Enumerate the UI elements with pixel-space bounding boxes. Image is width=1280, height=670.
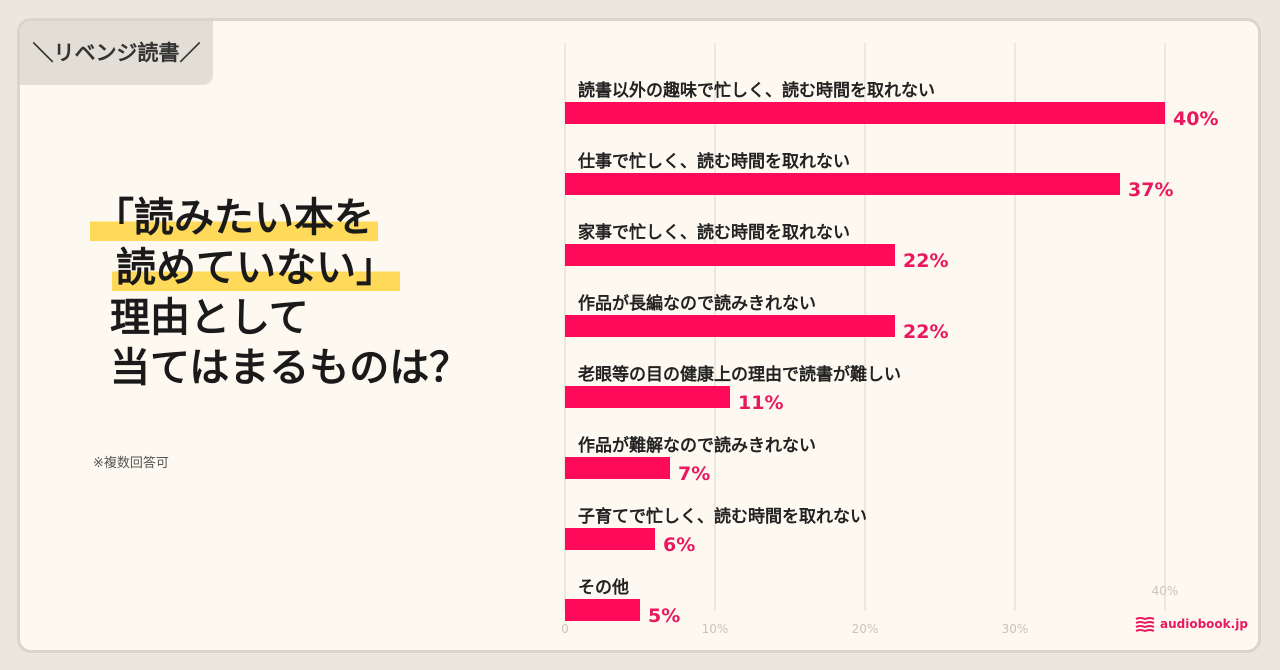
- value-label: 5%: [648, 605, 680, 627]
- brand-logo: audiobook.jp: [1135, 616, 1248, 632]
- bar: [565, 528, 655, 550]
- bar: [565, 315, 895, 337]
- category-label: 老眼等の目の健康上の理由で読書が難しい: [577, 364, 901, 385]
- book-stack-icon: [1135, 617, 1155, 632]
- question-line-3: 理由として: [110, 295, 309, 341]
- multiple-answer-note: ※複数回答可: [93, 456, 169, 471]
- value-label: 40%: [1173, 108, 1218, 130]
- value-label: 22%: [903, 250, 948, 272]
- brand-name: audiobook.jp: [1160, 617, 1248, 631]
- x-tick-label: 40%: [1152, 584, 1179, 598]
- value-label: 22%: [903, 321, 948, 343]
- bar: [565, 102, 1165, 124]
- bar-chart: 0 10% 20% 30% 40% 読書以外の趣味で忙しく、読む時間を取れない 40% 仕事で…: [561, 43, 1218, 636]
- question-line-4: 当てはまるものは？: [110, 345, 470, 391]
- value-label: 6%: [663, 534, 695, 556]
- x-tick-label: 20%: [852, 622, 879, 636]
- category-label: 作品が長編なので読みきれない: [578, 293, 816, 314]
- value-label: 7%: [678, 463, 710, 485]
- category-label: 子育てで忙しく、読む時間を取れない: [578, 506, 867, 527]
- chart-card: ＼リベンジ読書／ 「読みたい本を 読めていない」 理由として 当てはまるものは？…: [17, 18, 1261, 653]
- question-line-2: 読めていない」: [90, 243, 469, 293]
- x-tick-label: 10%: [702, 622, 729, 636]
- category-label: その他: [578, 577, 629, 598]
- value-label: 37%: [1128, 179, 1173, 201]
- bar: [565, 457, 670, 479]
- bar: [565, 173, 1120, 195]
- value-label: 11%: [738, 392, 783, 414]
- category-label: 読書以外の趣味で忙しく、読む時間を取れない: [578, 80, 935, 101]
- bar: [565, 386, 730, 408]
- category-label: 家事で忙しく、読む時間を取れない: [578, 222, 850, 243]
- category-label: 仕事で忙しく、読む時間を取れない: [577, 151, 850, 172]
- bar: [565, 599, 640, 621]
- question-line-1: 「読みたい本を: [90, 193, 469, 243]
- x-tick-label: 30%: [1002, 622, 1029, 636]
- question-text: 「読みたい本を 読めていない」 理由として 当てはまるものは？: [90, 193, 469, 393]
- bar: [565, 244, 895, 266]
- category-label: 作品が難解なので読みきれない: [578, 435, 816, 456]
- section-tag: ＼リベンジ読書／: [20, 21, 213, 85]
- x-tick-label: 0: [561, 622, 569, 636]
